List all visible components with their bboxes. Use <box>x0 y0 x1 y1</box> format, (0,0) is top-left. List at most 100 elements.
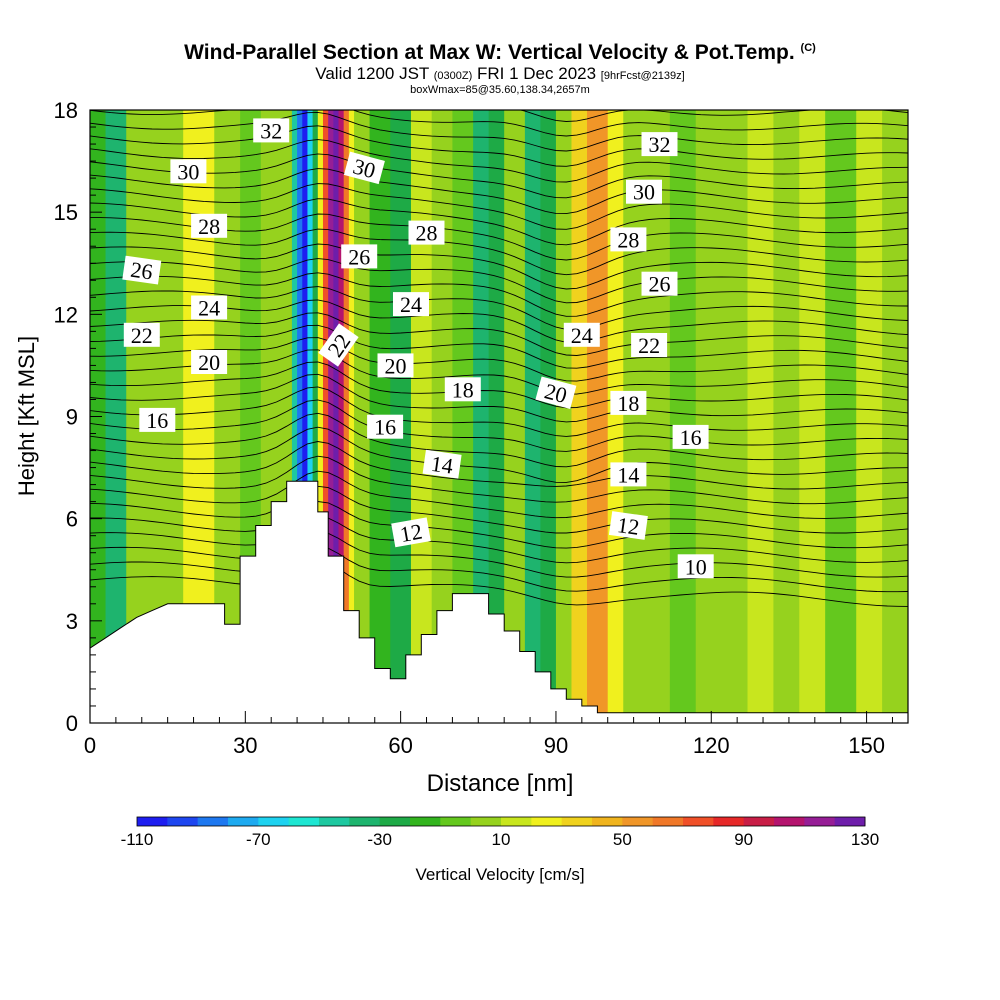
valid-date: FRI 1 Dec 2023 <box>477 64 597 83</box>
y-tick-label: 6 <box>66 507 78 532</box>
contour-label-bg <box>563 322 600 347</box>
contour-label: 20 <box>535 376 577 409</box>
contour-label: 18 <box>444 377 481 402</box>
theta-contour <box>90 373 908 423</box>
contour-label: 26 <box>122 255 162 285</box>
colorbar-swatch <box>592 817 623 826</box>
contour-label-bg <box>170 159 207 184</box>
terrain-mask <box>90 480 908 723</box>
velocity-column <box>281 110 293 723</box>
theta-contour <box>90 153 908 199</box>
copyright-mark: (C) <box>800 42 816 54</box>
theta-contour <box>90 312 908 356</box>
y-tick-label: 18 <box>54 98 78 123</box>
contour-label: 30 <box>170 159 207 184</box>
y-tick-label: 0 <box>66 711 78 736</box>
theta-contour <box>90 183 908 230</box>
contour-label-bg <box>377 353 414 378</box>
contour-label: 12 <box>608 511 648 540</box>
contour-label-text: 12 <box>616 512 641 540</box>
velocity-column <box>571 110 588 723</box>
contour-label-text: 24 <box>571 323 593 348</box>
contour-label: 22 <box>631 333 668 358</box>
theta-contour <box>90 125 908 167</box>
contour-label-bg <box>641 271 678 296</box>
colorbar-swatch <box>379 817 411 826</box>
velocity-column <box>297 110 303 723</box>
theta-contour-labels: 32 32 30 30 30 28 28 28 26 26 26 24 24 24 22 22 22 20 20 20… <box>122 118 714 579</box>
theta-contour <box>90 168 908 215</box>
colorbar-swatch <box>410 817 441 826</box>
theta-contour <box>90 324 908 369</box>
velocity-column <box>322 110 329 723</box>
contour-label-bg <box>631 333 668 357</box>
contour-label-text: 26 <box>129 257 154 285</box>
contour-label-text: 28 <box>617 227 639 252</box>
valid-utc: (0300Z) <box>433 70 473 82</box>
theta-contour <box>90 531 908 578</box>
contour-label-bg <box>191 213 228 238</box>
contour-label-bg <box>610 462 647 487</box>
contour-label-text: 24 <box>198 296 220 321</box>
contour-label: 24 <box>393 292 429 317</box>
colorbar-swatch <box>319 817 350 826</box>
vertical-velocity-field <box>90 110 908 723</box>
theta-contour <box>90 501 908 549</box>
x-tick-label: 30 <box>233 733 257 758</box>
contour-label-text: 18 <box>452 377 474 402</box>
velocity-column <box>669 110 697 723</box>
contour-label-bg <box>444 377 481 402</box>
colorbar-frame <box>136 816 866 827</box>
velocity-column <box>343 110 350 723</box>
colorbar-swatch <box>440 817 472 826</box>
contour-label: 24 <box>191 295 228 321</box>
velocity-column <box>643 110 671 723</box>
contour-label-bg <box>318 323 359 367</box>
colorbar-swatch <box>652 817 684 826</box>
contour-label-text: 26 <box>649 272 671 297</box>
contour-label-bg <box>367 414 404 439</box>
y-tick-label: 9 <box>66 405 78 430</box>
contour-label: 14 <box>422 449 462 479</box>
colorbar-swatch <box>804 817 836 826</box>
theta-contour <box>90 455 908 505</box>
velocity-column <box>607 110 624 723</box>
valid-time-line: Valid 1200 JST (0300Z) FRI 1 Dec 2023 [9… <box>0 65 1000 85</box>
theta-contour <box>90 139 908 183</box>
velocity-column <box>555 110 573 723</box>
title-block: Wind-Parallel Section at Max W: Vertical… <box>0 36 1000 96</box>
theta-contour <box>90 485 908 534</box>
velocity-column <box>328 110 334 723</box>
contour-label-text: 24 <box>400 292 422 317</box>
contour-label: 26 <box>641 271 678 297</box>
theta-contour <box>90 74 908 107</box>
theta-contour <box>90 337 908 382</box>
contour-label-bg <box>626 179 662 204</box>
contour-label-text: 32 <box>260 118 282 143</box>
contour-label-bg <box>253 118 290 143</box>
theta-contour <box>90 426 908 483</box>
contour-label-text: 10 <box>685 554 707 579</box>
colorbar-swatch <box>683 817 714 826</box>
velocity-column <box>473 110 490 723</box>
theta-contour <box>518 110 908 122</box>
contour-label-bg <box>672 424 709 449</box>
velocity-column <box>452 110 474 723</box>
chart-title: Wind-Parallel Section at Max W: Vertical… <box>0 36 1000 65</box>
colorbar-tick-label: -30 <box>367 830 392 849</box>
contour-label-bg <box>393 292 429 317</box>
contour-label-text: 26 <box>348 244 370 269</box>
x-tick-label: 90 <box>544 733 568 758</box>
velocity-column <box>825 110 857 723</box>
velocity-column <box>882 110 908 723</box>
theta-contour <box>90 243 908 290</box>
contour-label-text: 12 <box>398 519 424 547</box>
contour-label-text: 14 <box>429 451 454 479</box>
velocity-column <box>307 110 314 723</box>
velocity-column <box>317 110 324 723</box>
contour-label-text: 16 <box>680 425 702 450</box>
theta-contour <box>90 545 908 593</box>
contour-label-text: 16 <box>146 408 168 433</box>
contour-label: 28 <box>408 220 445 246</box>
